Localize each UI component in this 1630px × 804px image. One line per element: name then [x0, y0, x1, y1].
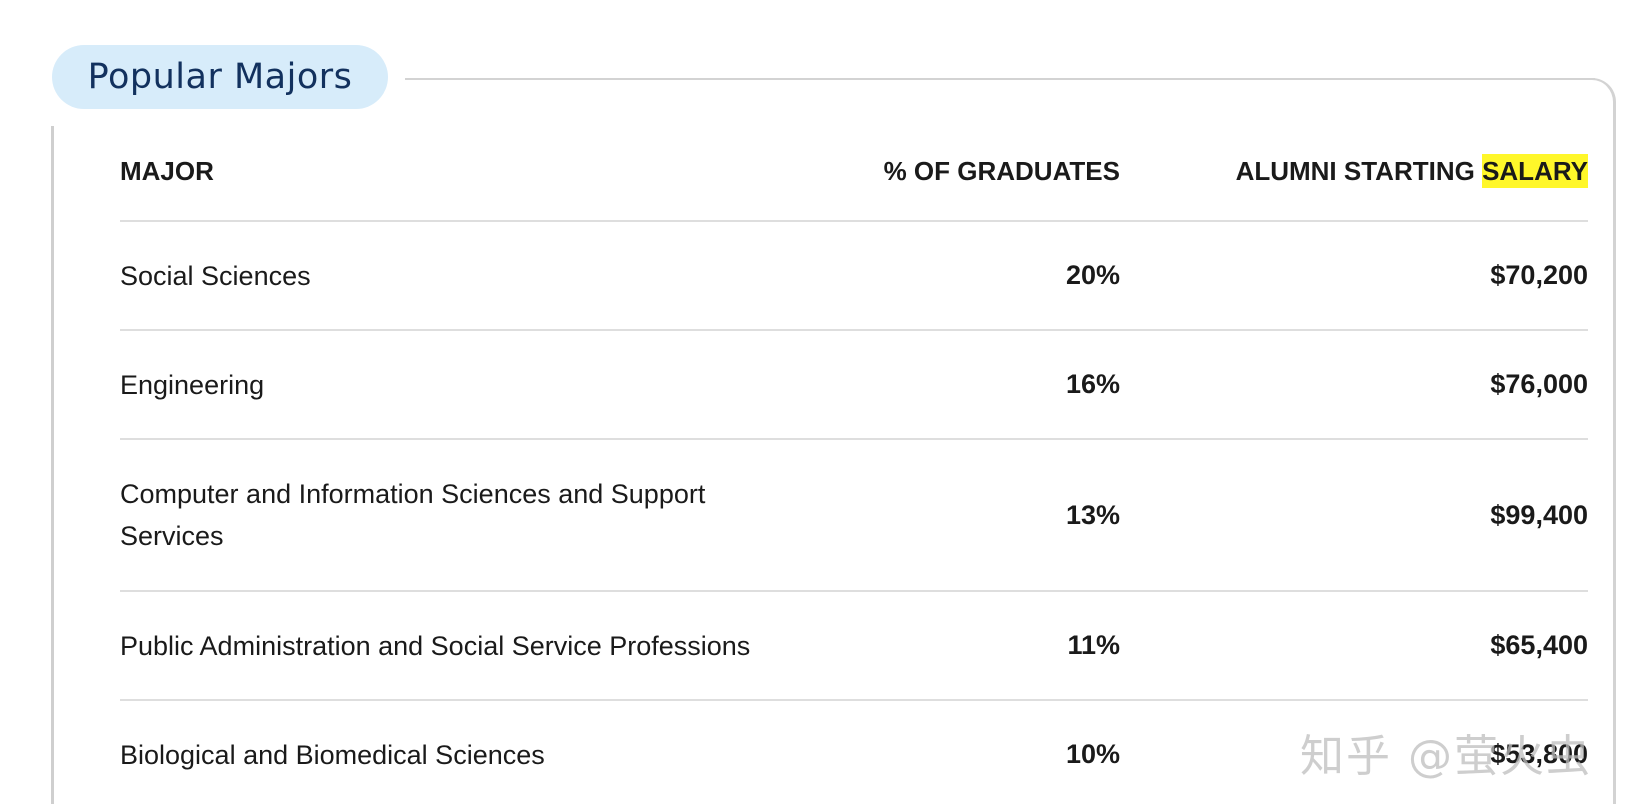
starting-salary: $99,400	[1490, 499, 1588, 530]
major-name: Engineering	[120, 369, 265, 400]
starting-salary: $65,400	[1490, 630, 1588, 660]
header-salary-highlight: SALARY	[1482, 153, 1588, 188]
section-title: Popular Majors	[87, 57, 353, 97]
percent-graduates: 11%	[1067, 630, 1120, 660]
starting-salary: $76,000	[1490, 369, 1588, 399]
starting-salary: $53,800	[1490, 739, 1588, 769]
percent-graduates: 16%	[1065, 369, 1120, 399]
percent-graduates: 10%	[1065, 739, 1120, 769]
starting-salary: $70,200	[1490, 260, 1588, 290]
frame-top-border	[405, 78, 1595, 80]
frame-left-border	[51, 126, 54, 804]
table-row: Engineering 16% $76,000	[120, 331, 1588, 440]
major-name: Public Administration and Social Service…	[120, 630, 751, 661]
table-header-row: MAJOR % OF GRADUATES ALUMNI STARTING SAL…	[120, 122, 1588, 222]
percent-graduates: 20%	[1065, 260, 1120, 290]
header-percent-graduates: % OF GRADUATES	[883, 155, 1120, 186]
header-starting-salary: ALUMNI STARTING SALARY	[1120, 153, 1588, 188]
section-title-pill: Popular Majors	[52, 45, 388, 109]
percent-graduates: 13%	[1065, 499, 1120, 530]
major-name: Biological and Biomedical Sciences	[120, 739, 545, 770]
frame-right-border	[1570, 78, 1616, 804]
table-row: Social Sciences 20% $70,200	[120, 222, 1588, 331]
major-name: Social Sciences	[120, 260, 311, 291]
header-salary-prefix: ALUMNI STARTING	[1235, 155, 1483, 186]
watermark: 知乎 @萤火虫	[1300, 731, 1592, 782]
table-row: Public Administration and Social Service…	[120, 592, 1588, 701]
header-major: MAJOR	[120, 156, 214, 186]
majors-table: MAJOR % OF GRADUATES ALUMNI STARTING SAL…	[120, 122, 1588, 804]
table-row: Computer and Information Sciences and Su…	[120, 440, 1588, 592]
table-row: Biological and Biomedical Sciences 10% $…	[120, 701, 1588, 804]
major-name: Computer and Information Sciences and Su…	[120, 479, 706, 551]
